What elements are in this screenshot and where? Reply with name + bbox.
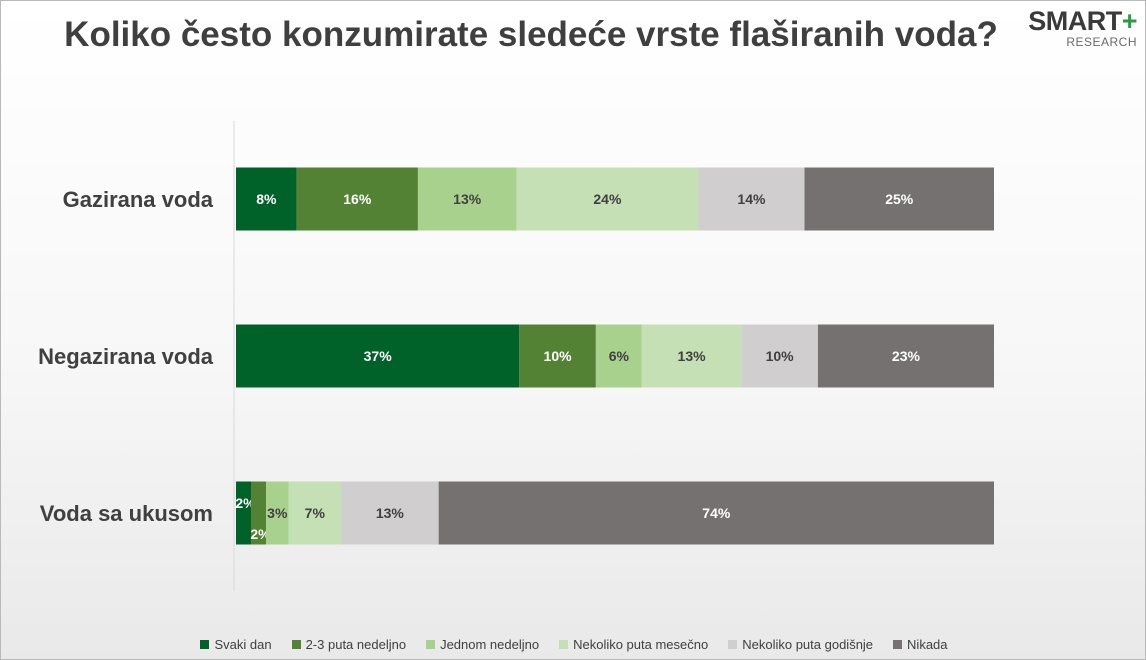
bar-segment xyxy=(698,167,805,231)
bar-segment xyxy=(817,324,994,388)
legend-item: Nekoliko puta godišnje xyxy=(728,637,873,652)
bar-segment xyxy=(516,167,699,231)
stacked-bar-chart: Gazirana voda 8% 16% 13% 24% 14% 25% Negazirana… xyxy=(38,121,994,591)
legend-item: Svaki dan xyxy=(200,637,272,652)
legend-swatch xyxy=(893,640,903,649)
legend-item: Nekoliko puta mesečno xyxy=(559,637,708,652)
data-label: 24% xyxy=(593,191,622,207)
brand-logo: SMART+ RESEARCH xyxy=(1028,6,1138,49)
legend-label: 2-3 puta nedeljno xyxy=(305,637,407,652)
bar-segment xyxy=(417,167,517,231)
logo-subtitle: RESEARCH xyxy=(1066,35,1137,49)
chart-title: Koliko često konzumirate sledeće vrste f… xyxy=(64,15,998,54)
data-label: 10% xyxy=(766,348,795,364)
bar-segment xyxy=(341,481,439,545)
data-label: 2% xyxy=(235,495,256,511)
legend-item: 2-3 puta nedeljno xyxy=(291,637,407,652)
data-label: 37% xyxy=(364,348,393,364)
bar-segment xyxy=(741,324,818,388)
category-label: Gazirana voda xyxy=(63,187,214,212)
data-label: 6% xyxy=(609,348,630,364)
data-label: 74% xyxy=(702,505,731,521)
data-label: 2% xyxy=(250,526,271,542)
chart-legend: Svaki dan 2-3 puta nedeljno Jednom nedeljn… xyxy=(1,637,1145,652)
bar-segment xyxy=(251,481,267,545)
category-label: Negazirana voda xyxy=(38,344,214,369)
data-label: 7% xyxy=(305,505,326,521)
bar-segment xyxy=(804,167,994,231)
logo-text: SMART xyxy=(1028,6,1122,36)
legend-label: Nikada xyxy=(907,637,948,652)
legend-item: Jednom nedeljno xyxy=(426,637,539,652)
legend-label: Jednom nedeljno xyxy=(440,637,540,652)
data-label: 13% xyxy=(376,505,405,521)
legend-swatch xyxy=(200,640,210,649)
bar-segment xyxy=(438,481,994,545)
legend-label: Nekoliko puta mesečno xyxy=(573,637,709,652)
bar-segment xyxy=(519,324,596,388)
data-label: 10% xyxy=(544,348,573,364)
bar-segment xyxy=(641,324,742,388)
legend-swatch xyxy=(291,640,301,649)
bar-segment xyxy=(266,481,289,545)
data-label: 16% xyxy=(343,191,372,207)
bar-segment xyxy=(236,167,297,231)
bar-segment xyxy=(595,324,642,388)
data-label: 25% xyxy=(885,191,914,207)
legend-label: Nekoliko puta godišnje xyxy=(742,637,874,652)
data-label: 14% xyxy=(737,191,766,207)
legend-swatch xyxy=(559,640,569,649)
category-label: Voda sa ukusom xyxy=(40,501,213,526)
legend-swatch xyxy=(426,640,436,649)
data-label: 13% xyxy=(678,348,707,364)
bar-segment xyxy=(288,481,342,545)
bar-segment xyxy=(296,167,418,231)
legend-label: Svaki dan xyxy=(214,637,272,652)
legend-item: Nikada xyxy=(893,637,948,652)
data-label: 13% xyxy=(453,191,482,207)
bar-segment xyxy=(236,481,252,545)
data-label: 23% xyxy=(892,348,921,364)
logo-plus-icon: + xyxy=(1121,6,1138,36)
data-label: 3% xyxy=(267,505,288,521)
bar-segment xyxy=(236,324,520,388)
data-label: 8% xyxy=(256,191,277,207)
legend-swatch xyxy=(728,640,738,649)
